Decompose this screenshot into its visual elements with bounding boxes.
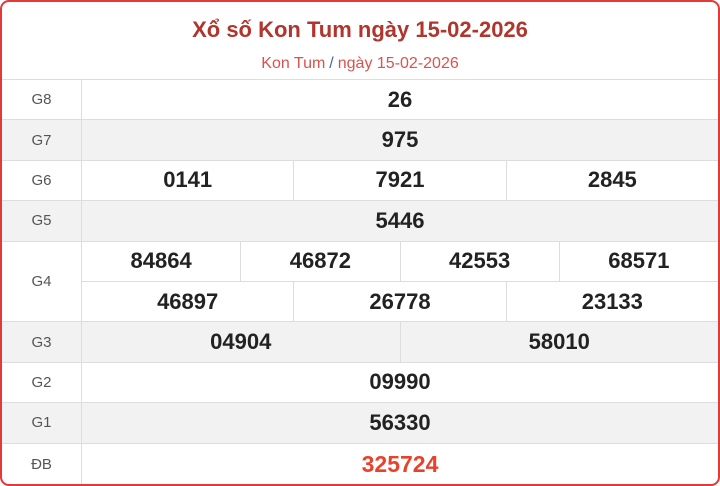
prize-number: 46897 xyxy=(157,288,219,314)
prize-number: 26778 xyxy=(293,281,505,322)
prize-row-g1: G1 56330 xyxy=(2,403,718,444)
prize-line: 975 xyxy=(82,120,718,159)
prize-line: 84864 46872 42553 68571 xyxy=(82,241,718,281)
prize-values: 09990 xyxy=(82,363,718,402)
prize-number: 23133 xyxy=(505,281,718,322)
prize-number: 56330 xyxy=(369,409,431,435)
prize-row-g3: G3 04904 58010 xyxy=(2,322,719,363)
prize-label: G1 xyxy=(2,403,82,443)
prize-label: G2 xyxy=(2,362,82,403)
breadcrumb: Kon Tum / ngày 15-02-2026 xyxy=(2,55,718,73)
prize-row-g2: G2 09990 xyxy=(2,362,718,404)
prize-label: G6 xyxy=(2,160,82,201)
prize-line: 5446 xyxy=(82,201,718,240)
prize-row-g7: G7 975 xyxy=(2,120,718,161)
prize-values: 04904 58010 xyxy=(82,322,719,362)
card-header: Xổ số Kon Tum ngày 15-02-2026 Kon Tum / ng… xyxy=(2,2,718,80)
prize-number: 2845 xyxy=(505,160,718,201)
prize-label: G7 xyxy=(2,120,82,160)
prize-row-g6: G6 0141 7921 2845 xyxy=(2,160,718,202)
prize-line: 04904 58010 xyxy=(82,322,719,362)
prize-number: 09990 xyxy=(369,369,431,395)
prize-row-đb: ĐB 325724 xyxy=(2,443,718,484)
prize-number: 0141 xyxy=(163,167,213,193)
page-title: Xổ số Kon Tum ngày 15-02-2026 xyxy=(192,17,528,42)
prize-label: G5 xyxy=(2,201,82,241)
prize-number: 42553 xyxy=(399,241,559,281)
prize-number: 68571 xyxy=(558,241,718,281)
prize-values: 5446 xyxy=(82,201,718,240)
prize-row-g5: G5 5446 xyxy=(2,201,718,242)
prize-label: G8 xyxy=(2,80,82,120)
prize-number: 5446 xyxy=(375,207,425,233)
prize-label: ĐB xyxy=(2,443,82,484)
prize-values: 56330 xyxy=(82,403,718,442)
prize-values: 84864 46872 42553 68571 46897 26778 23133 xyxy=(82,241,718,322)
prize-line: 46897 26778 23133 xyxy=(82,280,718,322)
prize-number: 7921 xyxy=(293,160,505,201)
breadcrumb-separator: / xyxy=(329,55,334,72)
prize-line: 56330 xyxy=(82,403,718,442)
prize-row-g4: G4 84864 46872 42553 68571 46897 26778 23133 xyxy=(2,241,718,323)
prize-line: 325724 xyxy=(82,444,718,484)
prize-values: 975 xyxy=(82,120,718,159)
prize-number: 975 xyxy=(381,127,419,153)
prize-number: 46872 xyxy=(240,241,399,281)
prize-row-g8: G8 26 xyxy=(2,80,718,121)
prize-values: 26 xyxy=(82,80,718,119)
prize-values: 325724 xyxy=(82,444,718,484)
prize-line: 0141 7921 2845 xyxy=(82,160,718,201)
prize-line: 26 xyxy=(82,80,718,119)
special-prize-number: 325724 xyxy=(361,451,439,478)
prize-values: 0141 7921 2845 xyxy=(82,160,718,201)
breadcrumb-province-link[interactable]: Kon Tum xyxy=(261,55,326,72)
prize-number: 26 xyxy=(387,86,413,112)
prize-label: G4 xyxy=(2,241,82,322)
prize-number: 84864 xyxy=(130,248,192,274)
prize-line: 09990 xyxy=(82,363,718,402)
prize-number: 58010 xyxy=(399,322,719,362)
prize-number: 04904 xyxy=(210,329,272,355)
results-table: G8 26 G7 975 G6 0141 7921 2845 G5 5446 G4 84864 4687… xyxy=(2,80,719,484)
breadcrumb-date: ngày 15-02-2026 xyxy=(337,55,459,72)
prize-label: G3 xyxy=(2,322,82,362)
